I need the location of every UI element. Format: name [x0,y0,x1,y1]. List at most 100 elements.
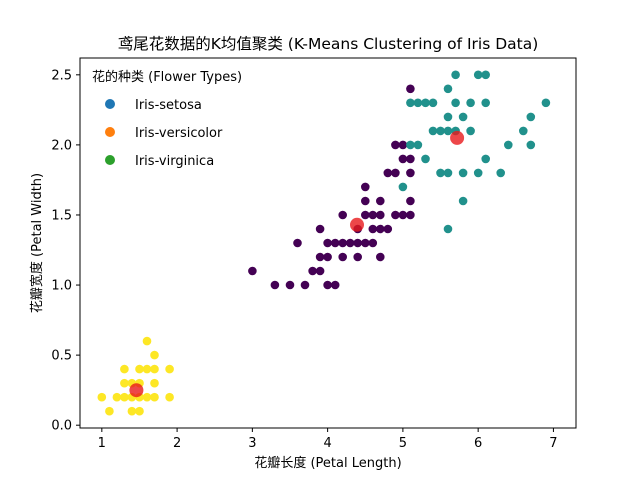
data-point-cluster-2 [443,112,453,122]
legend-label: Iris-versicolor [135,126,223,141]
data-point-cluster-1 [338,252,348,262]
data-point-cluster-0 [150,392,159,402]
data-point-cluster-1 [293,238,302,248]
data-point-cluster-1 [398,210,408,220]
data-point-cluster-1 [353,252,363,262]
y-tick-label: 2.0 [51,138,72,153]
data-point-cluster-1 [353,238,363,248]
data-point-cluster-2 [406,140,415,150]
data-point-cluster-2 [406,98,415,108]
data-point-cluster-1 [315,252,325,262]
legend-marker [105,127,115,137]
x-axis: 1 2 3 4 5 6 7 [98,428,558,451]
data-point-cluster-1 [248,266,257,276]
data-point-cluster-1 [345,238,355,248]
data-point-cluster-2 [466,98,475,108]
x-tick-label: 3 [248,436,256,451]
data-point-cluster-1 [398,140,408,150]
legend-title: 花的种类 (Flower Types) [92,69,242,85]
data-point-cluster-2 [481,98,491,108]
data-point-cluster-1 [376,224,385,234]
y-tick-label: 2.5 [51,68,72,83]
data-point-cluster-1 [361,182,370,192]
data-point-cluster-1 [300,280,310,290]
data-point-cluster-1 [406,196,415,206]
legend-marker [105,155,115,165]
data-point-cluster-1 [270,280,280,290]
data-point-cluster-1 [338,238,348,248]
y-tick-label: 0.0 [51,419,72,434]
data-point-cluster-0 [127,406,137,416]
legend-label: Iris-setosa [135,98,202,113]
data-point-cluster-0 [142,336,152,346]
data-point-cluster-1 [383,168,393,178]
data-point-cluster-2 [504,140,513,150]
data-point-cluster-1 [391,168,400,178]
data-point-cluster-1 [391,140,400,150]
data-point-cluster-2 [458,196,468,206]
data-point-cluster-0 [105,406,114,416]
legend-label: Iris-virginica [135,154,214,169]
y-axis-label: 花瓣宽度 (Petal Width) [29,173,45,313]
data-point-cluster-1 [376,252,385,262]
data-point-cluster-2 [421,98,430,108]
data-point-cluster-1 [315,224,325,234]
data-point-cluster-2 [451,98,460,108]
data-point-cluster-2 [443,126,453,136]
y-tick-label: 1.0 [51,279,72,294]
data-point-cluster-1 [368,238,378,248]
data-point-cluster-2 [473,168,483,178]
centroid-marker [129,383,144,398]
data-point-cluster-1 [361,210,370,220]
data-point-cluster-1 [383,224,393,234]
data-point-cluster-0 [120,392,129,402]
x-tick-label: 4 [323,436,331,451]
data-point-cluster-1 [308,266,317,276]
data-point-cluster-1 [406,154,415,164]
data-point-cluster-2 [481,154,491,164]
data-point-cluster-0 [150,378,159,388]
data-point-cluster-2 [428,98,438,108]
data-point-cluster-1 [323,238,332,248]
data-point-cluster-2 [413,140,423,150]
x-tick-label: 7 [549,436,557,451]
data-point-cluster-2 [526,112,536,122]
data-point-cluster-2 [466,126,475,136]
data-point-cluster-0 [135,406,144,416]
data-point-cluster-0 [150,350,159,360]
data-point-cluster-0 [120,378,129,388]
y-axis: 0.0 0.5 1.0 1.5 2.0 2.5 [51,68,80,434]
data-point-cluster-1 [330,238,340,248]
data-point-cluster-1 [323,280,332,290]
x-tick-label: 1 [98,436,106,451]
x-tick-label: 2 [173,436,181,451]
data-point-cluster-1 [391,210,400,220]
data-point-cluster-2 [519,126,528,136]
data-point-cluster-2 [458,168,468,178]
data-point-cluster-2 [421,154,430,164]
data-point-cluster-2 [398,182,408,192]
data-point-cluster-0 [165,392,174,402]
data-point-cluster-1 [406,168,415,178]
data-point-cluster-2 [473,70,483,80]
data-point-cluster-0 [165,364,174,374]
data-point-cluster-2 [451,70,460,80]
data-point-cluster-1 [330,280,340,290]
data-point-cluster-2 [443,168,453,178]
data-point-cluster-1 [361,196,370,206]
centroid-marker [450,130,465,145]
data-point-cluster-0 [135,364,144,374]
data-point-cluster-0 [142,392,152,402]
legend-marker [105,99,115,109]
data-point-cluster-2 [481,70,491,80]
data-point-cluster-0 [142,364,152,374]
data-point-cluster-1 [338,210,348,220]
data-point-cluster-2 [436,168,445,178]
data-point-cluster-2 [443,224,453,234]
data-point-cluster-1 [398,154,408,164]
data-point-cluster-2 [428,126,438,136]
y-tick-label: 1.5 [51,208,72,223]
data-point-cluster-2 [436,126,445,136]
data-point-cluster-2 [458,112,468,122]
